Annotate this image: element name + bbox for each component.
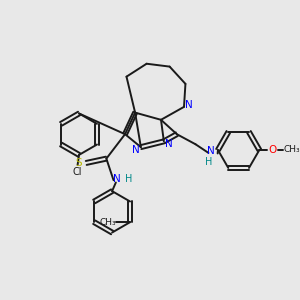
Text: H: H — [205, 157, 212, 167]
Text: CH₃: CH₃ — [99, 218, 116, 227]
Text: H: H — [125, 174, 132, 184]
Text: N: N — [132, 145, 140, 155]
Text: O: O — [269, 145, 277, 155]
Text: N: N — [185, 100, 193, 110]
Text: N: N — [112, 174, 120, 184]
Text: Cl: Cl — [73, 167, 82, 177]
Text: N: N — [207, 146, 214, 156]
Text: CH₃: CH₃ — [283, 146, 300, 154]
Text: N: N — [165, 139, 173, 149]
Text: S: S — [76, 158, 82, 168]
